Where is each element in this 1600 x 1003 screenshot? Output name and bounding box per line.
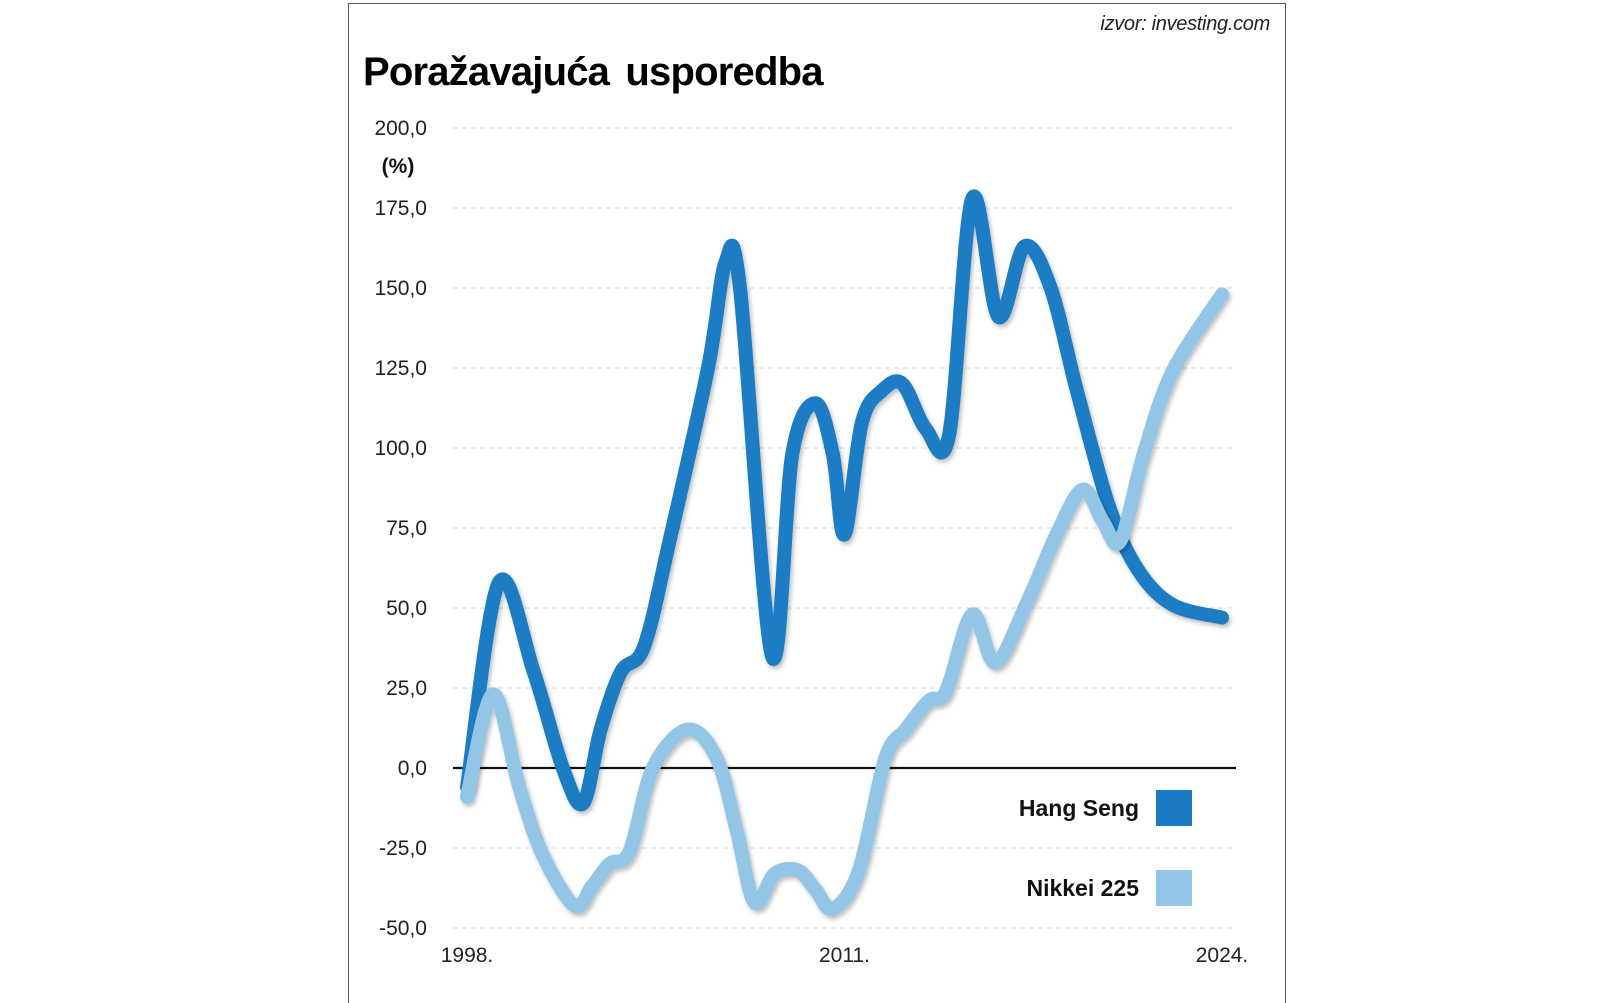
- legend-label-hang-seng: Hang Seng: [1019, 795, 1139, 821]
- y-tick-label: -50,0: [379, 917, 427, 940]
- y-tick-label: 150,0: [374, 277, 427, 300]
- legend-item-nikkei: Nikkei 225: [1026, 870, 1192, 906]
- x-axis-ticks: 1998. 2011. 2024.: [441, 944, 1249, 967]
- source-note: izvor: investing.com: [1100, 13, 1270, 35]
- y-tick-label: 100,0: [374, 437, 427, 460]
- y-axis-ticks: 200,0 175,0 150,0 125,0 100,0 75,0 50,0 25,0 0,0…: [374, 117, 427, 940]
- legend-item-hang-seng: Hang Seng: [1019, 790, 1192, 826]
- legend-swatch-nikkei: [1156, 870, 1192, 906]
- y-tick-label: 0,0: [398, 757, 427, 780]
- series-line-hang-seng: [460, 189, 1229, 812]
- legend: Hang Seng Nikkei 225: [1019, 790, 1192, 906]
- x-tick-label: 2024.: [1196, 944, 1249, 967]
- series-line-nikkei: [460, 287, 1229, 917]
- y-tick-label: 200,0: [374, 117, 427, 140]
- legend-label-nikkei: Nikkei 225: [1026, 875, 1139, 901]
- legend-swatch-hang-seng: [1156, 790, 1192, 826]
- chart-title: Poražavajuća usporedba: [363, 50, 824, 94]
- x-tick-label: 1998.: [441, 944, 494, 967]
- y-tick-label: 50,0: [386, 597, 427, 620]
- y-axis-unit: (%): [382, 155, 415, 178]
- y-tick-label: 175,0: [374, 197, 427, 220]
- y-tick-label: 25,0: [386, 677, 427, 700]
- y-tick-label: 125,0: [374, 357, 427, 380]
- y-tick-label: -25,0: [379, 837, 427, 860]
- series-lines: [460, 189, 1229, 917]
- y-tick-label: 75,0: [386, 517, 427, 540]
- chart-frame: [348, 3, 1286, 1003]
- x-tick-label: 2011.: [819, 944, 870, 967]
